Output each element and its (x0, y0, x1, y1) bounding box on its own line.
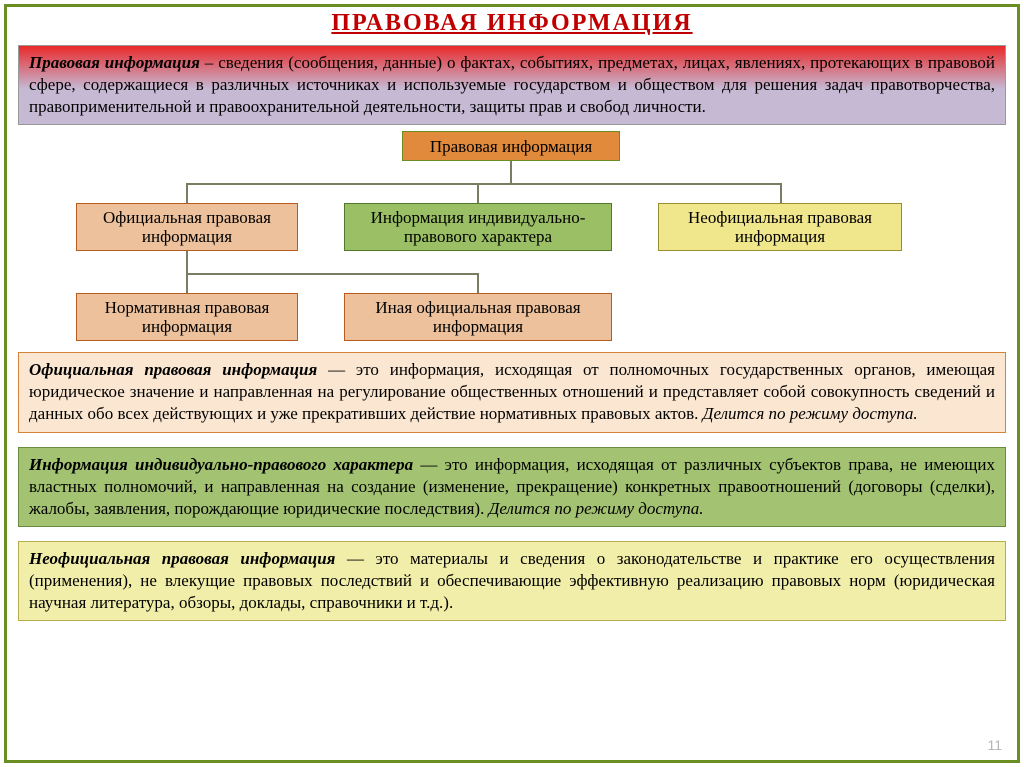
connector (186, 273, 479, 275)
connector (477, 183, 479, 203)
connector (186, 273, 188, 293)
definition-box: Правовая информация – сведения (сообщени… (18, 45, 1006, 125)
page-number: 11 (987, 737, 1002, 753)
paragraph-term: Неофициальная правовая информация (29, 549, 335, 568)
paragraph-unofficial: Неофициальная правовая информация — это … (18, 541, 1006, 621)
connector (186, 251, 188, 273)
connector (477, 273, 479, 293)
paragraph-official: Официальная правовая информация — это ин… (18, 352, 1006, 432)
content: ПРАВОВАЯ ИНФОРМАЦИЯ Правовая информация … (18, 10, 1006, 753)
paragraph-remark: Делится по режиму доступа. (489, 499, 704, 518)
paragraph-term: Официальная правовая информация (29, 360, 317, 379)
diagram-area: Правовая информация Официальная правовая … (18, 131, 1006, 346)
paragraph-remark: Делится по режиму доступа. (703, 404, 918, 423)
node-root: Правовая информация (402, 131, 620, 161)
connector (186, 183, 782, 185)
node-normative: Нормативная правовая информация (76, 293, 298, 341)
paragraph-term: Информация индивидуально-правового харак… (29, 455, 413, 474)
connector (780, 183, 782, 203)
node-individual: Информация индивидуально-правового харак… (344, 203, 612, 251)
definition-term: Правовая информация (29, 53, 200, 72)
node-unofficial: Неофициальная правовая информация (658, 203, 902, 251)
paragraph-individual: Информация индивидуально-правового харак… (18, 447, 1006, 527)
node-other: Иная официальная правовая информация (344, 293, 612, 341)
node-official: Официальная правовая информация (76, 203, 298, 251)
connector (510, 161, 512, 183)
page-title: ПРАВОВАЯ ИНФОРМАЦИЯ (18, 10, 1006, 37)
connector (186, 183, 188, 203)
